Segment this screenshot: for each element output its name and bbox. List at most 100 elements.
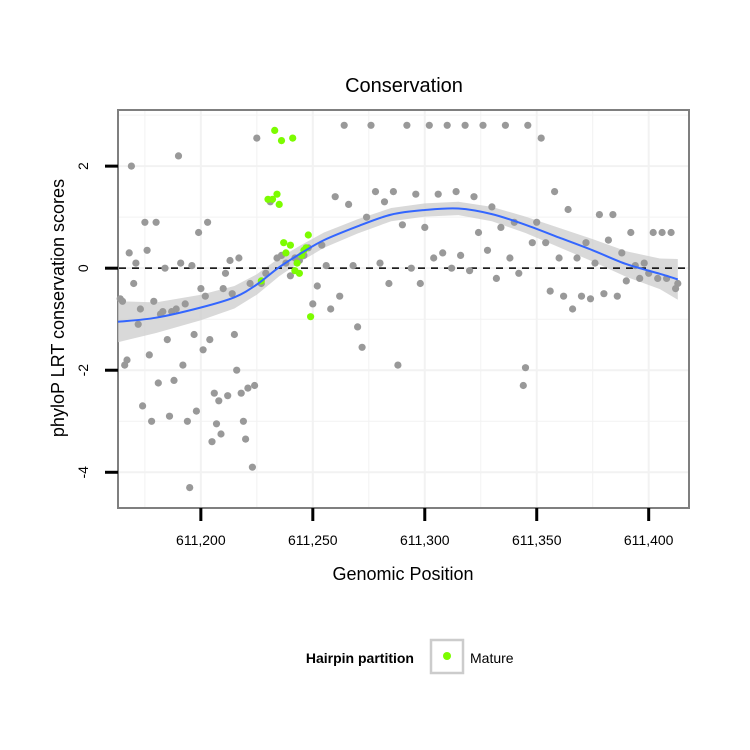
data-point — [239, 417, 247, 425]
data-point — [376, 259, 384, 267]
data-point — [235, 254, 243, 262]
y-tick-label: 2 — [75, 162, 91, 170]
data-point — [145, 351, 153, 359]
data-point — [398, 221, 406, 229]
data-point — [331, 193, 339, 201]
data-point — [521, 364, 530, 372]
data-point — [313, 282, 321, 290]
data-point — [154, 379, 162, 387]
data-point — [618, 249, 626, 257]
data-point — [586, 295, 595, 303]
data-point — [524, 121, 532, 129]
mature-point — [293, 259, 301, 267]
data-point — [349, 262, 357, 270]
data-point — [358, 343, 366, 351]
data-point — [474, 228, 483, 237]
data-point — [130, 279, 138, 288]
data-point — [132, 259, 140, 267]
data-point — [439, 249, 447, 257]
data-point — [136, 305, 144, 313]
data-point — [506, 254, 514, 262]
data-point — [394, 361, 402, 369]
data-point — [237, 389, 245, 397]
data-point — [622, 277, 630, 285]
data-point — [204, 218, 212, 226]
data-point — [208, 438, 216, 446]
data-point — [210, 389, 218, 397]
data-point — [560, 292, 568, 300]
data-point — [519, 381, 527, 390]
data-point — [183, 417, 191, 425]
mature-point — [289, 134, 297, 142]
y-axis: -4 -2 0 2 — [75, 162, 118, 479]
data-point — [233, 366, 241, 374]
data-point — [528, 239, 536, 247]
data-point — [367, 121, 375, 129]
data-point — [139, 402, 147, 410]
data-point — [336, 292, 344, 300]
data-point — [148, 417, 156, 425]
data-point — [492, 274, 500, 282]
data-point — [190, 330, 198, 339]
data-point — [201, 292, 209, 300]
data-point — [206, 336, 214, 344]
data-point — [186, 484, 194, 492]
data-point — [118, 297, 127, 305]
data-point — [546, 287, 554, 295]
data-point — [159, 308, 167, 316]
chart-title: Conservation — [345, 75, 463, 97]
data-point — [244, 384, 252, 392]
data-point — [497, 223, 505, 231]
data-point — [161, 264, 169, 272]
data-point — [488, 203, 496, 211]
data-point — [407, 264, 415, 272]
mature-point — [295, 269, 303, 277]
data-point — [363, 213, 371, 221]
data-point — [573, 254, 581, 262]
data-point — [569, 305, 577, 313]
data-point — [466, 267, 474, 275]
mature-point — [286, 241, 294, 249]
data-point — [604, 236, 613, 244]
mature-point — [271, 126, 279, 134]
legend-label-mature: Mature — [470, 650, 514, 666]
data-point — [226, 256, 234, 265]
data-point — [251, 381, 259, 390]
legend: Hairpin partition Mature — [306, 638, 514, 675]
data-point — [609, 211, 617, 219]
data-point — [537, 134, 545, 142]
y-axis-title: phyloP LRT conservation scores — [48, 179, 68, 437]
data-point — [430, 254, 438, 262]
mature-point — [275, 200, 283, 208]
data-point — [242, 435, 250, 443]
data-point — [172, 305, 180, 313]
data-point — [595, 211, 604, 219]
legend-mature-swatch — [443, 652, 451, 660]
y-tick-label: -4 — [75, 466, 91, 479]
loess-smooth-line — [117, 207, 679, 323]
data-point — [640, 259, 648, 267]
data-point — [228, 290, 236, 298]
data-point — [452, 188, 460, 196]
data-point — [389, 188, 397, 196]
data-point — [195, 228, 203, 237]
mature-point — [280, 239, 288, 247]
data-point — [443, 121, 451, 129]
data-point — [125, 249, 133, 257]
data-point — [246, 279, 254, 288]
data-point — [309, 300, 317, 308]
data-point — [165, 412, 174, 420]
data-point — [253, 134, 261, 142]
data-point — [197, 285, 205, 293]
data-point — [636, 274, 644, 282]
data-point — [483, 246, 492, 254]
data-point — [152, 218, 160, 226]
x-tick-label: 611,400 — [624, 532, 674, 548]
x-tick-label: 611,300 — [400, 532, 450, 548]
data-point — [501, 121, 509, 129]
legend-title: Hairpin partition — [306, 650, 414, 666]
data-point — [582, 239, 590, 247]
data-point — [515, 269, 523, 277]
x-axis-title: Genomic Position — [332, 564, 473, 584]
